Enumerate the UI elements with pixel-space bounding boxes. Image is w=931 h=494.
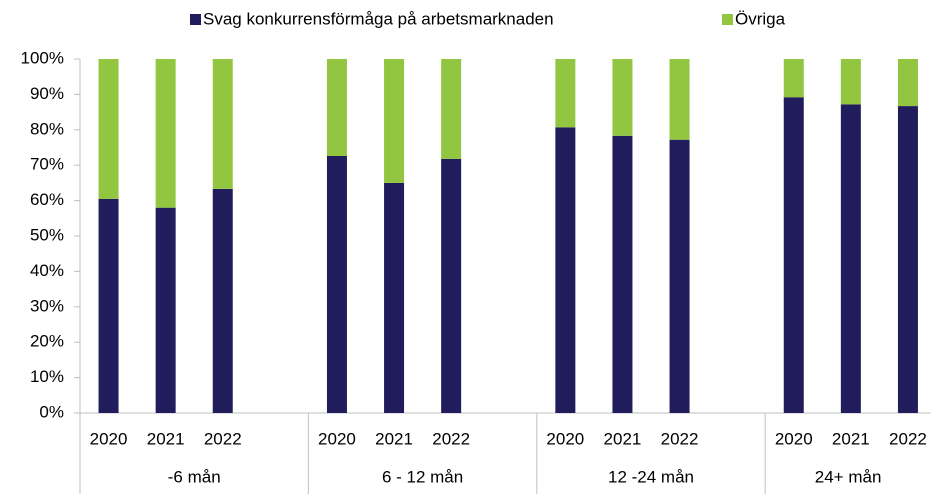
x-tick-label: 2022 <box>432 429 470 448</box>
legend-swatch <box>190 14 201 25</box>
y-tick-label: 90% <box>30 84 64 103</box>
legend-label: Svag konkurrensförmåga på arbetsmarknade… <box>203 9 554 28</box>
bar-segment <box>212 59 233 189</box>
x-tick-label: 2022 <box>661 429 699 448</box>
y-tick-label: 100% <box>21 48 64 67</box>
y-tick-label: 50% <box>30 225 64 244</box>
x-tick-label: 2021 <box>375 429 413 448</box>
y-tick-label: 60% <box>30 190 64 209</box>
bar-segment <box>441 158 462 413</box>
bar-segment <box>840 104 861 413</box>
y-tick-label: 10% <box>30 367 64 386</box>
x-tick-label: 2021 <box>604 429 642 448</box>
x-tick-label: 2022 <box>204 429 242 448</box>
bar-segment <box>441 59 462 159</box>
bar-segment <box>612 135 633 413</box>
y-tick-label: 20% <box>30 332 64 351</box>
bar-segment <box>384 182 405 413</box>
group-label: 6 - 12 mån <box>382 467 463 486</box>
bar-segment <box>612 59 633 136</box>
x-tick-label: 2020 <box>318 429 356 448</box>
bar-segment <box>783 97 804 414</box>
group-label: 24+ mån <box>815 467 882 486</box>
bar-segment <box>897 59 918 107</box>
y-tick-label: 0% <box>39 402 64 421</box>
y-tick-label: 70% <box>30 155 64 174</box>
x-tick-label: 2022 <box>889 429 927 448</box>
legend-swatch <box>722 14 733 25</box>
group-label: -6 mån <box>168 467 221 486</box>
bar-segment <box>669 59 690 140</box>
bar-segment <box>384 59 405 183</box>
bar-segment <box>783 59 804 98</box>
x-tick-label: 2021 <box>832 429 870 448</box>
x-tick-label: 2020 <box>546 429 584 448</box>
y-tick-label: 80% <box>30 119 64 138</box>
x-tick-label: 2021 <box>147 429 185 448</box>
legend-label: Övriga <box>735 9 786 28</box>
bar-segment <box>897 106 918 413</box>
bar-segment <box>98 198 119 413</box>
bar-segment <box>326 155 347 413</box>
bar-segment <box>98 59 119 199</box>
bar-segment <box>555 127 576 414</box>
bar-segment <box>555 59 576 128</box>
bar-segment <box>840 59 861 105</box>
group-label: 12 -24 mån <box>608 467 694 486</box>
bar-segment <box>155 59 176 208</box>
x-tick-label: 2020 <box>775 429 813 448</box>
bar-segment <box>669 139 690 413</box>
y-tick-label: 30% <box>30 296 64 315</box>
bar-segment <box>212 188 233 413</box>
bar-segment <box>326 59 347 156</box>
bar-segment <box>155 207 176 413</box>
x-tick-label: 2020 <box>90 429 128 448</box>
y-tick-label: 40% <box>30 261 64 280</box>
